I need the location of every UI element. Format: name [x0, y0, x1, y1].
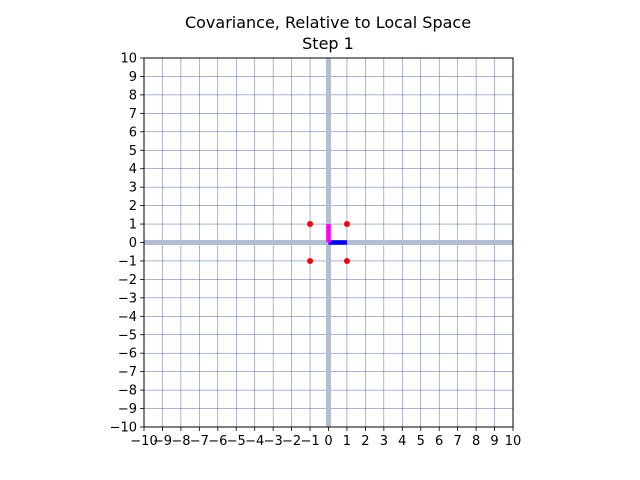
x-tick-label-4: −6 [208, 434, 227, 449]
y-tick-label-17: 7 [129, 107, 137, 122]
data-point-3 [343, 257, 350, 264]
x-tick-label-1: −9 [153, 434, 172, 449]
x-tick-label-3: −7 [190, 434, 209, 449]
y-tick-label-3: −7 [118, 365, 137, 380]
y-tick-label-1: −9 [118, 402, 137, 417]
data-point-2 [307, 257, 314, 264]
y-tick-label-9: −1 [118, 254, 137, 269]
x-tick-label-8: −2 [282, 434, 301, 449]
y-tick-label-15: 5 [129, 144, 137, 159]
data-points [307, 221, 350, 264]
x-tick-label-13: 3 [380, 434, 388, 449]
basis-vectors [326, 224, 347, 245]
x-tick-label-12: 2 [361, 434, 369, 449]
y-tick-label-10: 0 [129, 236, 137, 251]
y-tick-label-0: −10 [110, 421, 137, 436]
y-tick-label-11: 1 [129, 218, 137, 233]
y-tick-label-5: −5 [118, 328, 137, 343]
y-tick-label-12: 2 [129, 199, 137, 214]
x-tick-label-11: 1 [343, 434, 351, 449]
y-tick-label-20: 10 [120, 52, 137, 67]
y-tick-label-8: −2 [118, 273, 137, 288]
y-tick-label-19: 9 [129, 70, 137, 85]
x-tick-label-5: −5 [227, 434, 246, 449]
y-tick-label-7: −3 [118, 291, 137, 306]
x-tick-label-7: −3 [264, 434, 283, 449]
y-tick-label-4: −6 [118, 347, 137, 362]
x-tick-label-19: 9 [490, 434, 498, 449]
chart-subtitle: Step 1 [302, 34, 354, 53]
y-tick-label-18: 8 [129, 88, 137, 103]
data-point-1 [343, 221, 350, 228]
x-tick-label-16: 6 [435, 434, 443, 449]
chart-title: Covariance, Relative to Local Space [185, 13, 471, 32]
x-tick-label-2: −8 [171, 434, 190, 449]
x-tick-label-14: 4 [398, 434, 406, 449]
y-tick-label-16: 6 [129, 125, 137, 140]
y-tick-label-6: −4 [118, 310, 137, 325]
y-tick-label-14: 4 [129, 162, 137, 177]
y-tick-label-2: −8 [118, 384, 137, 399]
data-point-0 [307, 221, 314, 228]
x-tick-label-0: −10 [130, 434, 157, 449]
x-tick-label-15: 5 [417, 434, 425, 449]
x-tick-label-9: −1 [300, 434, 319, 449]
x-tick-label-18: 8 [472, 434, 480, 449]
x-tick-label-6: −4 [245, 434, 264, 449]
axis-ticks: −10−9 −8 −7 −6 −5 −4 −3 −2 −1 0 1 2 3 4 5 6 7 8 9 10−10−9−8… [110, 52, 522, 450]
x-tick-label-20: 10 [505, 434, 522, 449]
x-tick-label-10: 0 [324, 434, 332, 449]
x-tick-label-17: 7 [454, 434, 462, 449]
y-tick-label-13: 3 [129, 181, 137, 196]
